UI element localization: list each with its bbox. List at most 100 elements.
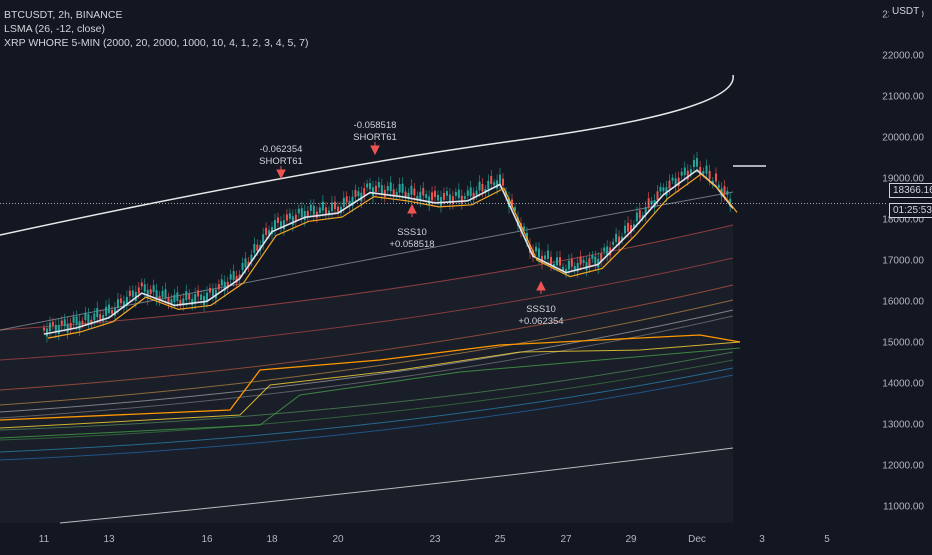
- indicator-band-line: [0, 299, 734, 406]
- candle-body: [63, 319, 66, 327]
- candle-body: [161, 290, 164, 298]
- trade-annotation[interactable]: SSS10+0.062354: [518, 280, 564, 327]
- candle-body: [119, 298, 122, 304]
- candle-body: [413, 188, 416, 196]
- candle-body: [229, 274, 232, 280]
- candle-body: [582, 259, 585, 263]
- candle-body: [472, 192, 475, 200]
- candle-body: [51, 321, 54, 326]
- indicator-band-line: [0, 257, 734, 361]
- candle-body: [297, 208, 300, 214]
- candle-body: [665, 187, 668, 196]
- candle-body: [380, 185, 383, 195]
- candle-body: [333, 201, 336, 210]
- candle-body: [173, 294, 176, 303]
- candle-body: [244, 258, 247, 268]
- candle-body: [597, 258, 600, 268]
- candle-body: [203, 296, 206, 306]
- candle-body: [78, 321, 81, 330]
- candle-body: [386, 185, 389, 191]
- date-tick-label: Dec: [688, 534, 706, 545]
- candle-body: [717, 184, 720, 188]
- candle-body: [377, 182, 380, 188]
- price-tick-label: 20000.00: [882, 132, 924, 143]
- candle-body: [337, 206, 339, 213]
- legend-symbol[interactable]: BTCUSDT, 2h, BINANCE: [4, 9, 123, 21]
- candle-body: [146, 289, 149, 299]
- candle-body: [603, 247, 606, 252]
- candle-body: [422, 187, 425, 196]
- candle-body: [407, 192, 410, 199]
- candle-body: [478, 181, 481, 191]
- candle-body: [591, 255, 594, 259]
- candle-body: [220, 279, 223, 286]
- candle-body: [309, 204, 312, 211]
- annotation-text: SSS10: [526, 304, 556, 315]
- date-tick-label: 18: [266, 534, 278, 545]
- candle-body: [268, 230, 271, 235]
- candle-body: [90, 319, 93, 325]
- candle-body: [659, 186, 662, 192]
- candle-body: [638, 210, 641, 219]
- lsma-line: [43, 169, 734, 335]
- candle-body: [247, 261, 250, 268]
- candle-body: [191, 298, 194, 306]
- price-tick-label: 22000.00: [882, 50, 924, 61]
- candle-body: [241, 263, 244, 270]
- candle-body: [324, 207, 327, 215]
- currency-tag[interactable]: USDT: [889, 5, 923, 18]
- candle-body: [615, 233, 618, 242]
- candle-body: [493, 182, 496, 186]
- date-axis[interactable]: 11 13 16 18 20 23 25 27 29 Dec 3 5: [39, 534, 830, 545]
- candle-body: [294, 214, 297, 222]
- legend-indicator[interactable]: XRP WHORE 5-MIN (2000, 20, 2000, 1000, 1…: [4, 37, 309, 49]
- candle-body: [567, 260, 570, 270]
- annotation-arrow-icon: [407, 203, 417, 217]
- candle-body: [279, 221, 282, 228]
- candle-body: [306, 211, 309, 217]
- trade-annotation[interactable]: SSS10+0.058518: [389, 203, 435, 250]
- candle-body: [401, 183, 404, 193]
- price-tick-label: 15000.00: [882, 337, 924, 348]
- chart-legend: BTCUSDT, 2h, BINANCE LSMA (26, -12, clos…: [4, 8, 308, 50]
- candle-body: [612, 241, 615, 245]
- date-tick-label: 25: [494, 534, 506, 545]
- candle-body: [351, 196, 354, 206]
- candle-body: [550, 256, 552, 265]
- candle-body: [674, 178, 677, 187]
- candle-body: [562, 266, 564, 271]
- candle-body: [232, 271, 235, 281]
- lower-envelope-line: [59, 447, 734, 524]
- candle-body: [282, 220, 285, 230]
- date-tick-label: 29: [625, 534, 637, 545]
- candle-body: [594, 256, 597, 265]
- candle-body: [511, 199, 513, 207]
- candle-body: [416, 195, 419, 201]
- candle-body: [253, 243, 256, 253]
- candle-body: [671, 177, 674, 181]
- candle-body: [318, 207, 321, 214]
- candle-body: [206, 292, 208, 302]
- legend-lsma[interactable]: LSMA (26, -12, close): [4, 23, 105, 35]
- candle-body: [288, 213, 291, 219]
- candle-body: [170, 299, 173, 305]
- date-tick-label: 16: [201, 534, 213, 545]
- candle-body: [223, 281, 226, 291]
- candle-body: [547, 250, 549, 259]
- candle-body: [496, 180, 499, 189]
- candle-body: [43, 327, 45, 331]
- candle-body: [315, 211, 318, 218]
- candle-body: [419, 191, 422, 201]
- candle-body: [342, 197, 345, 207]
- candle-body: [87, 314, 90, 324]
- candle-body: [303, 211, 306, 220]
- candle-body: [606, 246, 609, 255]
- date-tick-label: 27: [560, 534, 572, 545]
- step-line-orange: [0, 334, 741, 421]
- candle-body: [436, 194, 439, 201]
- candle-body: [185, 291, 188, 301]
